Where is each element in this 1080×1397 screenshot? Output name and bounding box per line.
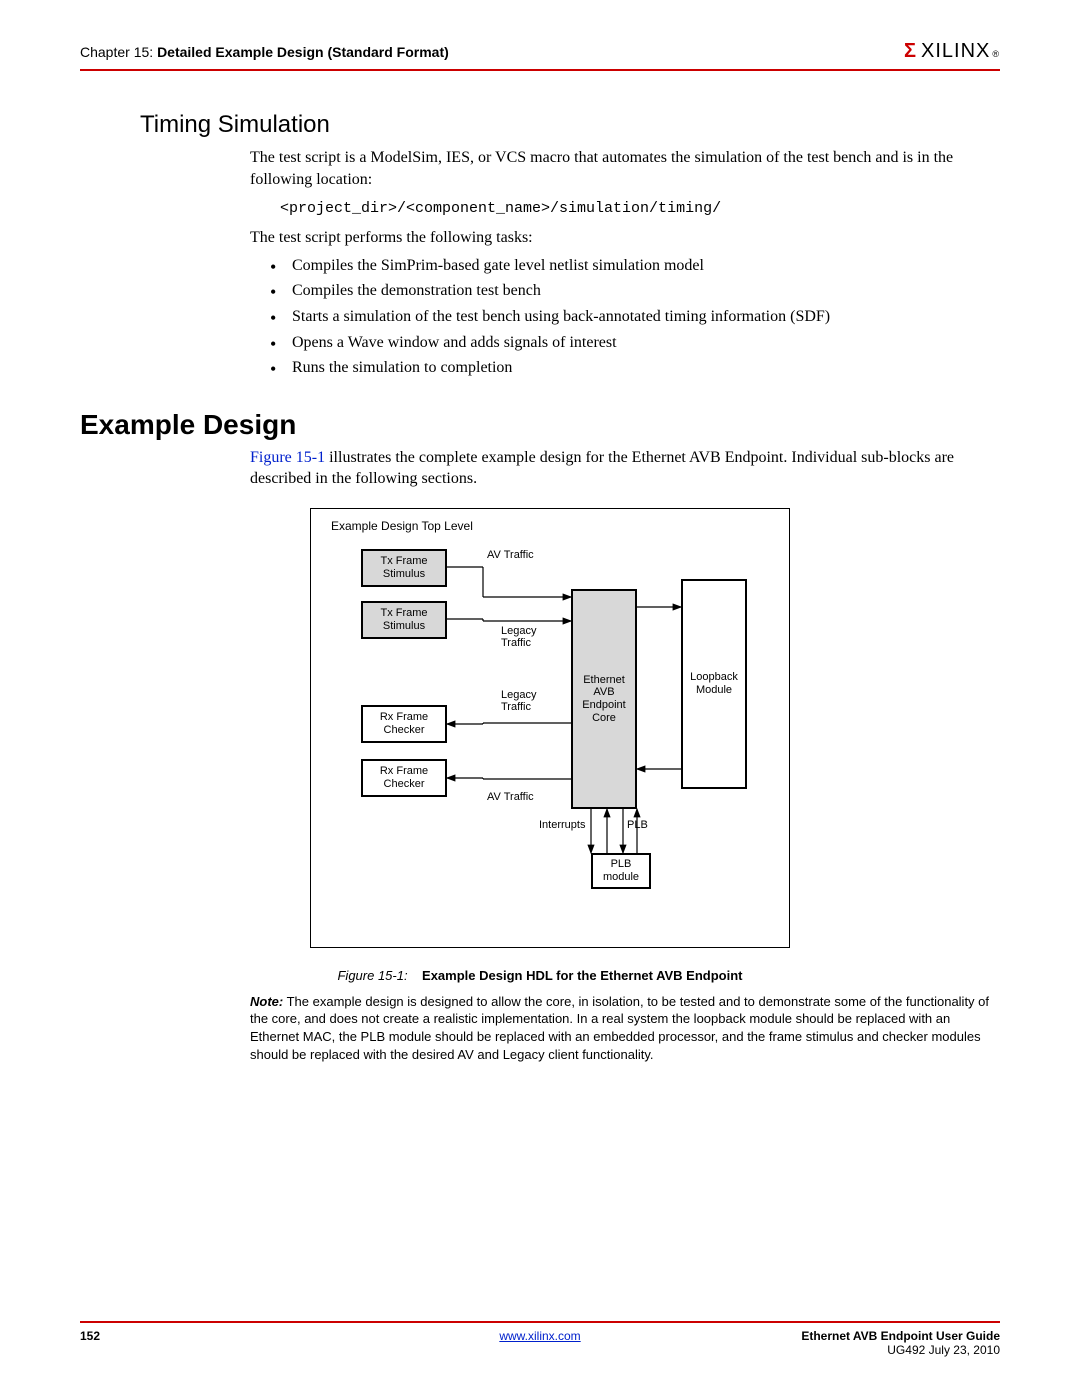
- figure-number: Figure 15-1:: [337, 968, 407, 983]
- diagram-node-tx1: Tx FrameStimulus: [361, 549, 447, 587]
- logo-x-icon: Σ: [904, 40, 917, 63]
- figure-caption: Figure 15-1: Example Design HDL for the …: [80, 968, 1000, 983]
- timing-bullet: Starts a simulation of the test bench us…: [270, 306, 1000, 328]
- diagram-label-legacy1: LegacyTraffic: [501, 625, 536, 649]
- figure-link[interactable]: Figure 15-1: [250, 449, 325, 466]
- page-header: Chapter 15: Detailed Example Design (Sta…: [80, 40, 1000, 71]
- xilinx-url-link[interactable]: www.xilinx.com: [499, 1329, 580, 1343]
- diagram-node-loop: LoopbackModule: [681, 579, 747, 789]
- doc-number: UG492 July 23, 2010: [693, 1343, 1000, 1357]
- timing-bullet: Compiles the SimPrim-based gate level ne…: [270, 255, 1000, 277]
- footer-url: www.xilinx.com: [387, 1329, 694, 1343]
- diagram-title: Example Design Top Level: [331, 519, 769, 533]
- diagram-label-plblab: PLB: [627, 819, 648, 831]
- note-body: The example design is designed to allow …: [250, 994, 989, 1062]
- diagram-label-legacy2: LegacyTraffic: [501, 689, 536, 713]
- note-label: Note:: [250, 994, 283, 1009]
- timing-bullets: Compiles the SimPrim-based gate level ne…: [270, 255, 1000, 379]
- timing-heading: Timing Simulation: [140, 111, 1000, 139]
- diagram-label-av1: AV Traffic: [487, 549, 534, 561]
- chapter-prefix: Chapter 15:: [80, 44, 157, 60]
- timing-p1: The test script is a ModelSim, IES, or V…: [250, 147, 1000, 190]
- xilinx-logo: Σ XILINX ®: [904, 40, 1000, 63]
- diagram-node-rx1: Rx FrameChecker: [361, 705, 447, 743]
- diagram-container: Example Design Top Level Tx FrameStimulu…: [310, 508, 790, 948]
- example-heading: Example Design: [80, 409, 1000, 441]
- timing-path: <project_dir>/<component_name>/simulatio…: [280, 200, 1000, 217]
- example-p1: Figure 15-1 illustrates the complete exa…: [250, 447, 1000, 490]
- note-paragraph: Note: The example design is designed to …: [250, 993, 1000, 1063]
- logo-brand: XILINX: [921, 40, 990, 63]
- figure-title: Example Design HDL for the Ethernet AVB …: [422, 968, 742, 983]
- page-number: 152: [80, 1329, 387, 1343]
- chapter-title: Detailed Example Design (Standard Format…: [157, 44, 449, 60]
- timing-bullet: Compiles the demonstration test bench: [270, 280, 1000, 302]
- page-footer: 152 www.xilinx.com Ethernet AVB Endpoint…: [80, 1321, 1000, 1357]
- diagram-node-tx2: Tx FrameStimulus: [361, 601, 447, 639]
- example-p1-rest: illustrates the complete example design …: [250, 449, 954, 488]
- diagram-node-core: EthernetAVBEndpointCore: [571, 589, 637, 809]
- chapter-label: Chapter 15: Detailed Example Design (Sta…: [80, 44, 449, 60]
- diagram-label-intr: Interrupts: [539, 819, 585, 831]
- diagram-node-plb: PLBmodule: [591, 853, 651, 889]
- doc-title: Ethernet AVB Endpoint User Guide: [693, 1329, 1000, 1343]
- timing-bullet: Opens a Wave window and adds signals of …: [270, 332, 1000, 354]
- page: Chapter 15: Detailed Example Design (Sta…: [0, 0, 1080, 1397]
- logo-reg: ®: [992, 49, 1000, 59]
- diagram-node-rx2: Rx FrameChecker: [361, 759, 447, 797]
- timing-bullet: Runs the simulation to completion: [270, 357, 1000, 379]
- diagram-label-av2: AV Traffic: [487, 791, 534, 803]
- timing-p2: The test script performs the following t…: [250, 227, 1000, 249]
